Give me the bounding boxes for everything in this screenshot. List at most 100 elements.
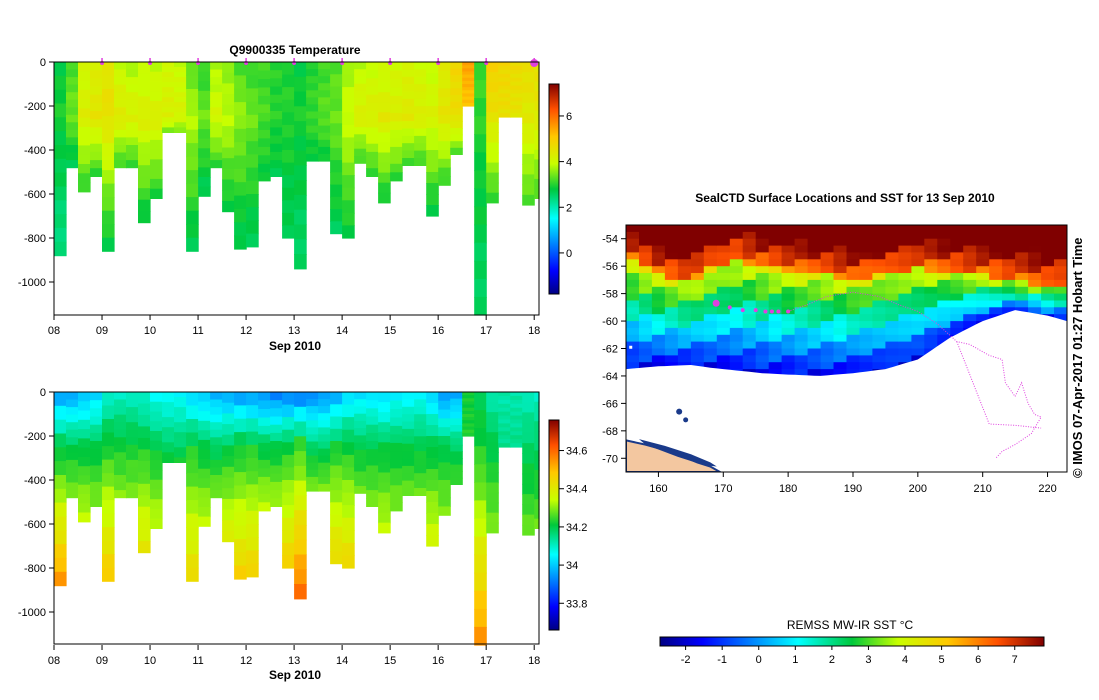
sst-cell xyxy=(651,314,666,322)
sst-cell xyxy=(755,348,770,356)
profile-cell xyxy=(366,449,379,458)
profile-cell xyxy=(450,75,463,83)
profile-cell xyxy=(450,141,463,149)
sst-cell xyxy=(807,300,822,308)
profile-cell xyxy=(234,235,247,250)
y-tick-label: -1000 xyxy=(18,277,46,289)
profile-cell xyxy=(474,518,487,538)
sst-cell xyxy=(937,334,951,343)
profile-cell xyxy=(66,145,79,154)
profile-cell xyxy=(246,458,259,472)
sst-cell xyxy=(885,321,899,329)
profile-cell xyxy=(198,459,211,470)
sst-cell xyxy=(703,273,718,281)
sst-cell xyxy=(950,245,964,254)
sst-cell xyxy=(859,245,874,254)
sst-cell xyxy=(924,252,938,260)
profile-cell xyxy=(258,146,271,156)
profile-cell xyxy=(198,497,211,508)
sst-cell xyxy=(924,259,938,267)
sst-cell xyxy=(820,225,835,233)
profile-cell xyxy=(138,96,151,109)
profile-cell xyxy=(330,490,343,503)
sst-cell xyxy=(716,348,731,356)
profile-cell xyxy=(270,498,283,507)
profile-cell xyxy=(390,104,403,114)
sst-cell xyxy=(924,293,938,302)
sst-cell xyxy=(898,273,912,281)
profile-cell xyxy=(378,522,391,534)
profile-cell xyxy=(426,139,439,151)
profile-cell xyxy=(474,242,487,262)
profile-cell xyxy=(426,106,439,118)
profile-cell xyxy=(330,502,343,516)
profile-cell xyxy=(282,404,295,418)
x-tick-label: 08 xyxy=(48,655,60,667)
profile-cell xyxy=(522,143,535,155)
profile-cell xyxy=(198,487,211,499)
profile-cell xyxy=(282,429,295,443)
sst-cell xyxy=(639,321,653,329)
sst-cell xyxy=(690,252,705,260)
sst-cell xyxy=(1028,238,1042,247)
profile-cell xyxy=(282,480,295,494)
profile-cell xyxy=(150,421,163,432)
profile-cell xyxy=(222,392,235,404)
profile-cell xyxy=(102,554,115,569)
sst-cell xyxy=(1015,286,1029,295)
sst-cell xyxy=(963,307,977,315)
profile-cell xyxy=(378,142,391,154)
sst-cell xyxy=(937,279,951,288)
profile-cell xyxy=(114,122,127,131)
sst-cell xyxy=(989,259,1003,267)
profile-cell xyxy=(246,418,259,433)
sst-cell xyxy=(690,259,705,267)
profile-cell xyxy=(390,62,403,72)
profile-cell xyxy=(258,400,271,410)
profile-cell xyxy=(390,442,403,452)
profile-cell xyxy=(318,448,331,457)
profile-cell xyxy=(450,477,463,485)
sst-cell xyxy=(677,238,692,247)
sst-cell xyxy=(716,300,731,308)
sst-cell xyxy=(872,252,886,260)
sst-cell xyxy=(833,314,848,322)
profile-cell xyxy=(306,153,319,162)
sst-cell xyxy=(846,314,861,322)
sst-cell xyxy=(768,362,783,370)
profile-cell xyxy=(222,413,235,425)
profile-cell xyxy=(234,128,247,143)
profile-cell xyxy=(438,488,451,499)
sst-cell xyxy=(885,300,899,308)
sst-cell xyxy=(963,279,977,288)
sst-cell xyxy=(1028,307,1042,315)
sst-cell xyxy=(846,238,861,247)
island xyxy=(683,417,689,423)
profile-cell xyxy=(162,402,175,408)
salinity-y-ticks: 0-200-400-600-800-1000 xyxy=(18,387,54,619)
colorbar-tick-label: 33.8 xyxy=(566,598,587,610)
sst-cell xyxy=(755,293,770,302)
profile-cell xyxy=(102,143,115,158)
sst-cell xyxy=(703,355,718,363)
profile-cell xyxy=(354,134,367,143)
sst-cell xyxy=(755,266,770,274)
profile-cell xyxy=(306,462,319,471)
profile-cell xyxy=(150,469,163,481)
profile-cell xyxy=(414,436,427,445)
sst-cell xyxy=(846,225,861,233)
profile-cell xyxy=(270,143,283,153)
profile-cell xyxy=(378,62,391,73)
profile-cell xyxy=(366,481,379,491)
profile-cell xyxy=(174,117,187,123)
profile-cell xyxy=(282,212,295,227)
profile-cell xyxy=(186,224,199,239)
sst-cell xyxy=(807,369,822,377)
profile-cell xyxy=(474,188,487,208)
profile-cell xyxy=(270,168,283,177)
temperature-x-ticks: 08 09 10 11 12 13 14 15 16 17 18 xyxy=(48,315,540,337)
colorbar-tick-label: 34.4 xyxy=(566,484,587,496)
profile-cell xyxy=(366,160,379,169)
profile-cell xyxy=(90,457,103,467)
sst-cell xyxy=(729,231,744,240)
